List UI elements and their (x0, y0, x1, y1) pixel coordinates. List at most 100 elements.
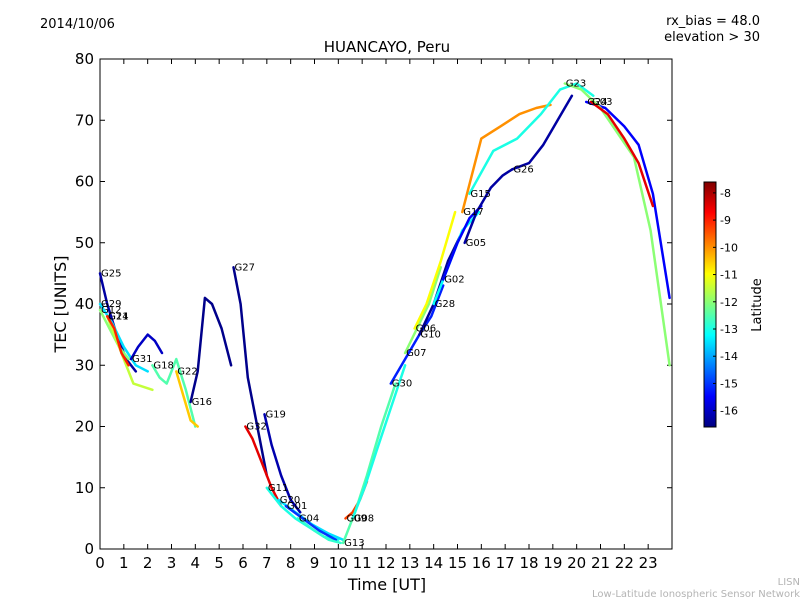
y-tick-label: 50 (75, 234, 94, 252)
y-tick-label: 60 (75, 173, 94, 191)
series-label-g31: G31 (132, 354, 152, 365)
series-label-g26: G26 (513, 164, 533, 175)
series-line-g15 (468, 82, 595, 196)
x-tick-label: 5 (214, 554, 224, 572)
series-label-g01: G01 (287, 501, 307, 512)
y-tick-label: 30 (75, 356, 94, 374)
x-tick-label: 17 (496, 554, 515, 572)
series-label-g17: G17 (463, 207, 483, 218)
series-label-g06: G06 (416, 324, 436, 335)
series-label-g30: G30 (392, 379, 412, 390)
series-line-g23 (563, 82, 671, 367)
series-label-g28: G28 (435, 299, 455, 310)
y-tick-label: 80 (75, 50, 94, 68)
x-tick-label: 8 (286, 554, 296, 572)
series-line-g05 (463, 168, 514, 245)
x-tick-label: 12 (376, 554, 395, 572)
series-label-g15: G15 (470, 189, 490, 200)
series-label-g24: G24 (587, 97, 607, 108)
x-tick-label: 20 (567, 554, 586, 572)
series-label-g13: G13 (344, 538, 364, 549)
series-label-g32: G32 (246, 422, 266, 433)
series-label-g19: G19 (265, 409, 285, 420)
series-line-g21 (105, 315, 130, 367)
y-tick-label: 0 (84, 540, 94, 558)
series-line-g18 (151, 357, 197, 428)
rx-bias-label: rx_bias = 48.0 (666, 14, 760, 29)
series-label-g27: G27 (234, 262, 254, 273)
series-line-g04 (296, 517, 342, 545)
series-label-g21: G21 (108, 311, 128, 322)
series-label-g10: G10 (420, 330, 440, 341)
series-label-g16: G16 (192, 397, 212, 408)
x-tick-label: 21 (591, 554, 610, 572)
x-tick-label: 10 (329, 554, 348, 572)
colorbar-tick-label: -13 (720, 323, 738, 336)
series-line-g03 (589, 100, 655, 208)
series-label-g02: G02 (444, 275, 464, 286)
x-axis-label: Time [UT] (347, 575, 426, 594)
colorbar-tick-label: -10 (720, 241, 738, 254)
x-tick-label: 22 (615, 554, 634, 572)
series-label-g04: G04 (299, 513, 319, 524)
series-label-g18: G18 (153, 360, 173, 371)
series-label-g12: G12 (101, 305, 121, 316)
colorbar-tick-label: -16 (720, 405, 738, 418)
series-line-g16 (189, 296, 233, 404)
x-tick-label: 19 (543, 554, 562, 572)
series-line-g24 (584, 100, 671, 300)
series-line-g14 (105, 315, 154, 392)
series-label-g09: G09 (346, 513, 366, 524)
x-tick-label: 3 (167, 554, 177, 572)
series-line-g13 (341, 382, 397, 545)
series-label-g20: G20 (280, 495, 300, 506)
x-tick-label: 18 (519, 554, 538, 572)
x-tick-label: 6 (238, 554, 248, 572)
colorbar-tick-label: -9 (720, 214, 731, 227)
series-label-g22: G22 (177, 366, 197, 377)
y-tick-label: 70 (75, 111, 94, 129)
series-label-g08: G08 (354, 513, 374, 524)
series-label-g07: G07 (406, 348, 426, 359)
series-label-g14: G14 (108, 311, 128, 322)
series-line-g01 (284, 504, 338, 542)
x-tick-label: 23 (639, 554, 658, 572)
series-line-g19 (263, 413, 302, 514)
colorbar-tick-label: -11 (720, 269, 738, 282)
x-tick-label: 7 (262, 554, 272, 572)
credit-network: Low-Latitude Ionospheric Sensor Network (592, 589, 800, 600)
x-tick-label: 1 (119, 554, 129, 572)
series-line-g22 (175, 370, 199, 428)
elevation-label: elevation > 30 (664, 30, 760, 45)
y-tick-label: 20 (75, 418, 94, 436)
series-label-g23: G23 (566, 79, 586, 90)
series-line-g08 (351, 364, 407, 520)
series-label-g05: G05 (466, 238, 486, 249)
x-tick-label: 2 (143, 554, 153, 572)
series-line-g06 (413, 210, 457, 330)
colorbar-tick-label: -14 (720, 350, 738, 363)
series-line-g32 (244, 425, 283, 508)
x-tick-label: 14 (424, 554, 443, 572)
series-label-g25: G25 (101, 268, 121, 279)
series-label-g11: G11 (268, 483, 288, 494)
series-label-g03: G03 (592, 97, 612, 108)
colorbar-tick-label: -15 (720, 377, 738, 390)
x-tick-label: 15 (448, 554, 467, 572)
y-tick-label: 40 (75, 295, 94, 313)
colorbar-label: Latitude (750, 278, 765, 332)
colorbar (703, 181, 717, 428)
x-tick-label: 16 (472, 554, 491, 572)
plot-frame (99, 58, 673, 550)
colorbar-tick-label: -8 (720, 187, 731, 200)
series-label-g29: G29 (101, 299, 121, 310)
x-tick-label: 9 (310, 554, 320, 572)
y-axis-label: TEC [UNITS] (51, 256, 70, 354)
series-line-g17 (461, 103, 552, 214)
series-line-g31 (129, 333, 164, 361)
colorbar-tick-label: -12 (720, 296, 738, 309)
chart-title: HUANCAYO, Peru (324, 38, 450, 56)
x-tick-label: 0 (95, 554, 105, 572)
credit-lisn: LISN (777, 577, 800, 588)
